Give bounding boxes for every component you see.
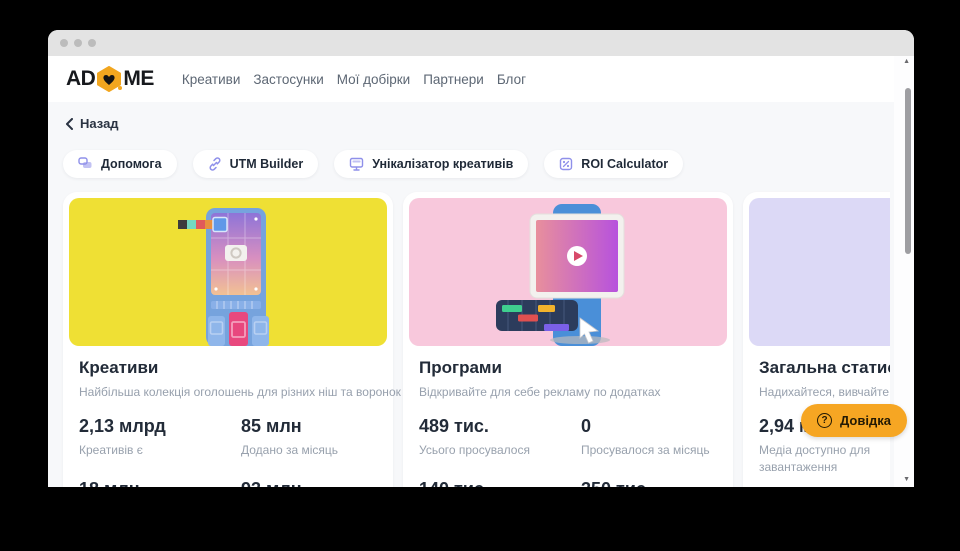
stats-illustration-icon xyxy=(889,198,890,346)
help-button-label: Довідка xyxy=(840,413,891,428)
stat-value: 0 xyxy=(581,415,592,436)
scroll-down-icon[interactable]: ▼ xyxy=(903,476,910,483)
logo[interactable]: AD ME xyxy=(66,66,154,92)
back-label: Назад xyxy=(80,116,119,131)
help-button[interactable]: ? Довідка xyxy=(801,404,907,437)
window-control-icon[interactable] xyxy=(88,39,96,47)
stat-value: 2,13 млрд xyxy=(79,415,166,436)
window-control-icon[interactable] xyxy=(74,39,82,47)
chip-help[interactable]: Допомога xyxy=(63,149,177,178)
logo-heart-icon xyxy=(97,66,123,92)
stat: 93 млн xyxy=(241,479,377,487)
chip-label: UTM Builder xyxy=(229,156,304,171)
card-apps-illustration xyxy=(409,197,727,346)
stat: 2,13 млрд Креативів є xyxy=(79,416,225,459)
stat-label: Усього просувалося xyxy=(419,442,530,457)
logo-text-left: AD xyxy=(66,67,96,90)
summary-cards-row: Креативи Найбільша колекція оголошень дл… xyxy=(63,191,890,488)
card-general-stats-illustration xyxy=(749,197,890,346)
main-nav: Креативи Застосунки Мої добірки Партнери… xyxy=(182,72,526,87)
stat-value: 18 млн xyxy=(79,479,225,487)
chip-label: Унікалізатор креативів xyxy=(372,156,514,171)
window-titlebar xyxy=(48,30,914,56)
stat-value: 350 тис. xyxy=(581,479,717,487)
calculator-icon xyxy=(560,157,573,170)
chip-utm-builder[interactable]: UTM Builder xyxy=(192,149,319,178)
stat-value: 85 млн xyxy=(241,415,302,436)
nav-item-blog[interactable]: Блог xyxy=(496,71,527,87)
tools-row: Допомога UTM Builder Унікалізатор к xyxy=(63,149,890,178)
card-subtitle: Відкривайте для себе рекламу по додатках xyxy=(419,384,661,399)
chip-roi-calculator[interactable]: ROI Calculator xyxy=(544,149,684,178)
back-button[interactable]: Назад xyxy=(65,116,119,131)
card-title: Креативи xyxy=(79,357,159,377)
chip-label: ROI Calculator xyxy=(581,156,669,171)
nav-item-collections[interactable]: Мої добірки xyxy=(336,71,411,87)
stat-label: Креативів є xyxy=(79,442,143,457)
app-window: AD ME Креативи Застосунки Мої добірки Па… xyxy=(48,30,914,487)
monitor-illustration-icon xyxy=(496,203,625,346)
stat: 0 Просувалося за місяць xyxy=(581,416,717,459)
chip-uniqueizer[interactable]: Унікалізатор креативів xyxy=(334,149,529,178)
card-apps[interactable]: Програми Відкривайте для себе рекламу по… xyxy=(403,191,733,488)
card-subtitle: Надихайтеся, вивчайте та а xyxy=(759,384,890,399)
app-header: AD ME Креативи Застосунки Мої добірки Па… xyxy=(48,56,914,102)
card-creatives[interactable]: Креативи Найбільша колекція оголошень дл… xyxy=(63,191,401,488)
chat-bubbles-icon xyxy=(78,157,92,168)
card-body: Креативи Найбільша колекція оголошень дл… xyxy=(69,346,401,488)
stat: 18 млн xyxy=(79,479,225,487)
card-body: Програми Відкривайте для себе рекламу по… xyxy=(409,346,727,488)
card-general-stats[interactable]: Загальна статистика Надихайтеся, вивчайт… xyxy=(743,191,890,487)
stat: 489 тис. Усього просувалося xyxy=(419,416,565,459)
card-subtitle: Найбільша колекція оголошень для різних … xyxy=(79,384,401,399)
chip-label: Допомога xyxy=(101,156,162,171)
monitor-icon xyxy=(350,157,364,171)
nav-item-apps[interactable]: Застосунки xyxy=(253,71,324,87)
scrollbar-thumb[interactable] xyxy=(905,88,911,254)
stat-value: 140 тис. xyxy=(419,479,565,487)
question-mark-icon: ? xyxy=(817,413,832,428)
stat-label: Додано за місяць xyxy=(241,442,339,457)
card-stats: 489 тис. Усього просувалося 0 Просувалося … xyxy=(419,416,717,488)
card-creatives-illustration xyxy=(69,197,387,346)
stat-value: 489 тис. xyxy=(419,415,489,436)
nav-item-creatives[interactable]: Креативи xyxy=(181,71,241,87)
scrollbar-track[interactable]: ▲ ▼ xyxy=(894,56,914,487)
stat-label: Медіа доступно для завантаження xyxy=(759,442,871,474)
card-title: Програми xyxy=(419,357,502,377)
scroll-up-icon[interactable]: ▲ xyxy=(903,58,910,65)
main-area: Назад Допомога UTM Builder xyxy=(48,102,914,487)
stat-value: 93 млн xyxy=(241,479,377,487)
back-chevron-icon xyxy=(66,117,73,130)
stat-label: Просувалося за місяць xyxy=(581,442,710,457)
phone-illustration-icon xyxy=(178,207,269,346)
logo-text-right: ME xyxy=(123,67,154,90)
scroll-content: Назад Допомога UTM Builder xyxy=(48,102,890,487)
stat: 85 млн Додано за місяць xyxy=(241,416,377,459)
nav-item-partners[interactable]: Партнери xyxy=(423,71,484,87)
card-stats: 2,13 млрд Креативів є 85 млн Додано за міс… xyxy=(79,416,377,488)
stat: 140 тис. xyxy=(419,479,565,487)
window-control-icon[interactable] xyxy=(60,39,68,47)
stat: 350 тис. xyxy=(581,479,717,487)
link-icon xyxy=(209,156,221,171)
card-title: Загальна статистика xyxy=(759,357,890,377)
